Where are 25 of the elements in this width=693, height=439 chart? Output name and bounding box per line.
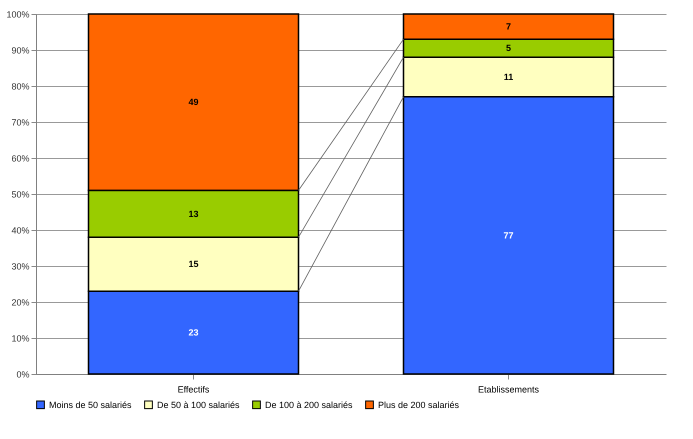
y-tick-label: 0% <box>16 370 30 380</box>
legend-label: De 100 à 200 salariés <box>265 400 354 410</box>
data-label: 77 <box>503 230 514 240</box>
y-tick-label: 50% <box>11 190 30 200</box>
y-tick-label: 100% <box>6 10 30 20</box>
data-label: 23 <box>188 328 199 338</box>
data-label: 5 <box>506 43 512 54</box>
legend-label: De 50 à 100 salariés <box>157 400 240 410</box>
legend-label: Moins de 50 salariés <box>49 400 132 410</box>
x-tick-label: Etablissements <box>478 384 540 394</box>
legend-label: Plus de 200 salariés <box>378 400 460 410</box>
data-label: 15 <box>188 259 199 270</box>
data-label: 7 <box>506 22 512 32</box>
y-tick-label: 30% <box>11 262 30 272</box>
y-tick-label: 20% <box>11 298 30 308</box>
data-label: 13 <box>188 208 199 219</box>
y-tick-label: 70% <box>11 118 30 128</box>
data-label: 49 <box>188 97 199 108</box>
x-tick-label: Effectifs <box>178 384 210 394</box>
data-label: 11 <box>504 72 514 82</box>
y-tick-label: 40% <box>11 226 30 236</box>
y-tick-label: 60% <box>11 154 30 164</box>
y-tick-label: 90% <box>11 46 30 56</box>
y-tick-label: 10% <box>11 334 30 344</box>
y-tick-label: 80% <box>11 82 30 92</box>
